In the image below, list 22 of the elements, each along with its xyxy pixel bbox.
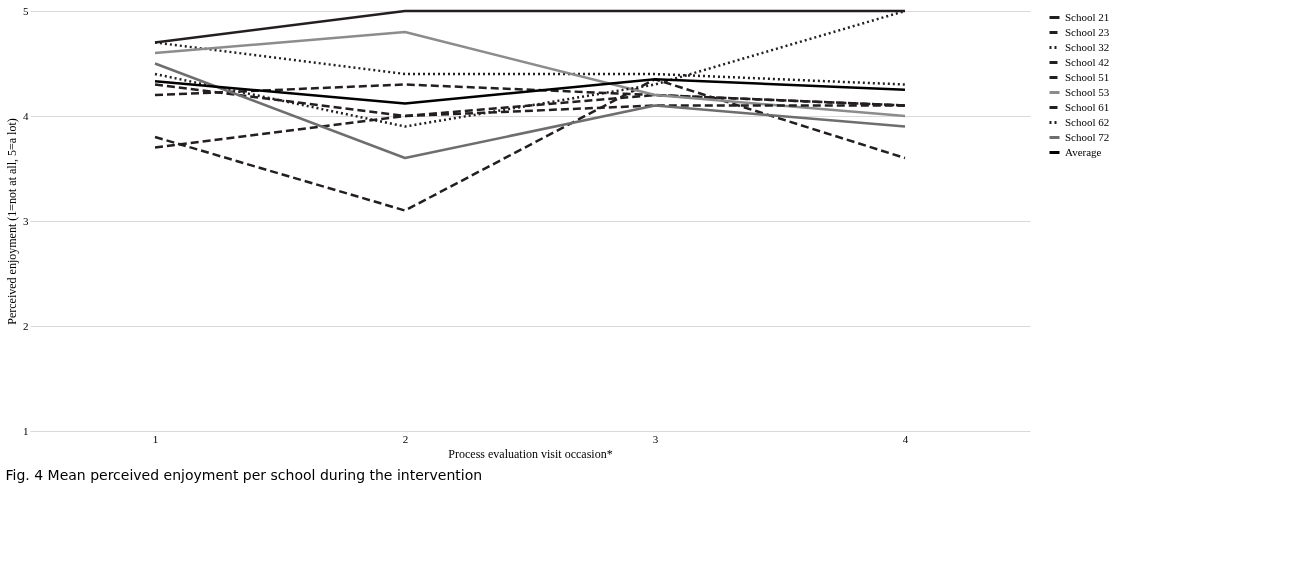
x-tick-label: 2 bbox=[402, 432, 409, 445]
y-tick-label: 3 bbox=[23, 214, 29, 227]
legend-label: School 32 bbox=[1065, 40, 1110, 53]
legend-label: School 51 bbox=[1065, 70, 1110, 83]
x-axis-title: Process evaluation visit occasion* bbox=[448, 446, 613, 461]
caption: Fig. 4 Mean perceived enjoyment per school during the intervention bbox=[5, 467, 483, 483]
legend-label: School 61 bbox=[1065, 100, 1110, 113]
legend-label: School 62 bbox=[1065, 115, 1110, 128]
legend-label: School 21 bbox=[1065, 10, 1110, 23]
legend-label: Average bbox=[1065, 145, 1102, 158]
y-tick-label: 4 bbox=[23, 109, 29, 122]
legend-label: School 72 bbox=[1065, 130, 1110, 143]
legend-label: School 53 bbox=[1065, 85, 1110, 98]
y-tick-label: 5 bbox=[23, 4, 29, 17]
x-tick-label: 4 bbox=[902, 432, 909, 445]
y-tick-label: 2 bbox=[23, 319, 29, 332]
y-axis-title: Perceived enjoyment (1=not at all, 5=a lot) bbox=[5, 118, 19, 325]
legend-label: School 23 bbox=[1065, 25, 1110, 38]
y-tick-label: 1 bbox=[23, 424, 29, 437]
x-tick-label: 1 bbox=[152, 432, 159, 445]
legend-label: School 42 bbox=[1065, 55, 1110, 68]
x-tick-label: 3 bbox=[652, 432, 659, 445]
